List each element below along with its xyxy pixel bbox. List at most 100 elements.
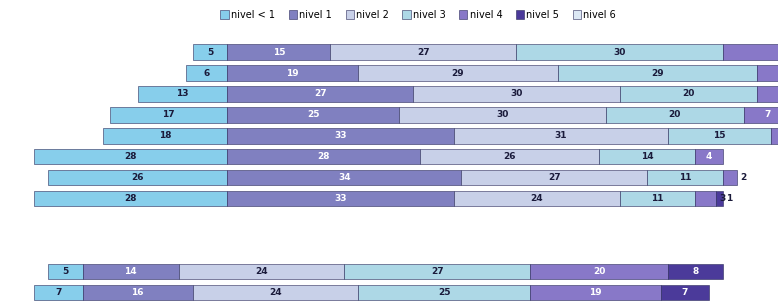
Text: 14: 14 [641,152,654,161]
Text: nivel < 1: nivel < 1 [230,10,275,20]
Text: nivel 5: nivel 5 [527,10,559,20]
Bar [103,128,227,144]
Bar [723,45,778,60]
Text: 16: 16 [131,288,144,297]
Text: 33: 33 [335,194,347,203]
Text: 24: 24 [255,267,268,276]
Bar [517,45,723,60]
Bar [573,10,581,19]
Text: 7: 7 [55,288,61,297]
Text: 30: 30 [510,89,523,99]
Text: 33: 33 [335,131,347,140]
Text: 7: 7 [682,288,689,297]
Text: 29: 29 [651,68,664,78]
Text: 27: 27 [314,89,327,99]
Text: 20: 20 [668,110,681,119]
Bar [34,149,227,165]
Bar [516,10,524,19]
Bar [696,149,723,165]
Bar [420,149,599,165]
Bar [289,10,297,19]
Bar [138,86,227,102]
Text: 26: 26 [503,152,516,161]
Text: 30: 30 [496,110,509,119]
Text: 24: 24 [269,288,282,297]
Bar [227,107,399,123]
Text: 15: 15 [713,131,726,140]
Bar [358,65,558,81]
Bar [82,264,179,279]
Text: 25: 25 [307,110,320,119]
Bar [34,285,82,300]
Text: 27: 27 [548,173,561,182]
Bar [227,149,420,165]
Text: 19: 19 [589,288,602,297]
Text: 2: 2 [740,173,746,182]
Text: 3: 3 [720,194,726,203]
Bar [331,45,517,60]
Text: 7: 7 [765,110,771,119]
Text: 5: 5 [207,48,213,57]
Bar [227,45,331,60]
Bar [48,170,227,185]
Bar [696,191,716,206]
Text: 19: 19 [286,68,299,78]
Bar [723,170,737,185]
Text: 6: 6 [203,68,210,78]
Text: 5: 5 [62,267,68,276]
Text: 28: 28 [124,152,137,161]
Text: 28: 28 [317,152,330,161]
Bar [619,86,757,102]
Text: 25: 25 [438,288,450,297]
Bar [227,128,454,144]
Bar [771,128,778,144]
Bar [454,191,619,206]
Text: 28: 28 [124,194,137,203]
Text: 4: 4 [706,152,713,161]
Bar [461,170,647,185]
Bar [186,65,227,81]
Bar [668,264,723,279]
Bar [227,191,454,206]
Bar [402,10,411,19]
Bar [358,285,530,300]
Text: 20: 20 [682,89,695,99]
Text: 11: 11 [651,194,664,203]
Bar [227,170,461,185]
Text: 18: 18 [159,131,171,140]
Text: 17: 17 [163,110,175,119]
Bar [82,285,193,300]
Bar [599,149,696,165]
Bar [193,285,358,300]
Bar [344,264,530,279]
Bar [459,10,468,19]
Text: nivel 2: nivel 2 [356,10,389,20]
Bar [558,65,757,81]
Bar [110,107,227,123]
Bar [619,191,696,206]
Text: 30: 30 [614,48,626,57]
Bar [227,86,413,102]
Text: 27: 27 [417,48,429,57]
Text: 31: 31 [555,131,567,140]
Text: 14: 14 [124,267,137,276]
Bar [606,107,744,123]
Text: nivel 4: nivel 4 [470,10,503,20]
Bar [668,128,771,144]
Text: nivel 6: nivel 6 [584,10,616,20]
Text: 15: 15 [272,48,285,57]
Text: nivel 3: nivel 3 [413,10,446,20]
Bar [34,191,227,206]
Bar [193,45,227,60]
Bar [647,170,723,185]
Text: 29: 29 [451,68,464,78]
Text: 13: 13 [176,89,189,99]
Text: 8: 8 [692,267,699,276]
Bar [757,65,778,81]
Bar [48,264,82,279]
Text: 1: 1 [727,194,733,203]
Text: 27: 27 [431,267,443,276]
Bar [757,86,778,102]
Bar [744,107,778,123]
Text: 26: 26 [131,173,144,182]
